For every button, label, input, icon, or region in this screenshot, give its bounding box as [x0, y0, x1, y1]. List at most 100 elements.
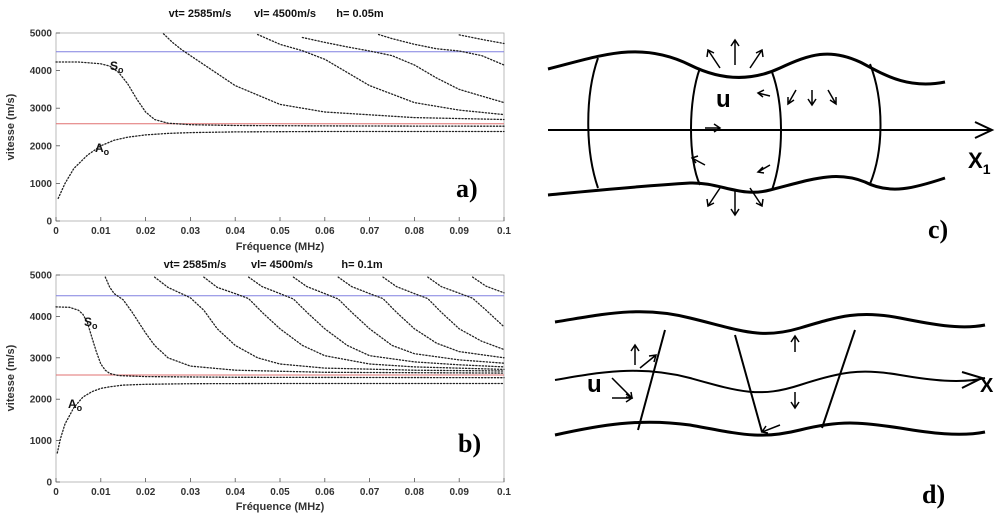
- chart-b-dispersion-curve-2: [104, 276, 505, 374]
- chart-b-panel-label: b): [458, 429, 481, 458]
- chart-b-x-tick-label: 0.04: [225, 487, 245, 498]
- chart-a-ticks: 0 0.01 0.02 0.03 0.04 0.05 0.06 0.07 0.08 0.09 0.1…: [30, 29, 512, 238]
- chart-b-dispersion-curve-6: [292, 276, 505, 364]
- diagram-c-bottom-boundary: [547, 175, 946, 197]
- chart-a-x-tick-label: 0.1: [497, 226, 511, 237]
- chart-b-dispersion-curve-5: [247, 276, 505, 368]
- chart-a-y-tick-label: 0: [46, 217, 52, 228]
- chart-a-y-tick-label: 5000: [30, 29, 53, 40]
- diagram-d-panel-label: d): [922, 480, 945, 509]
- chart-a-dispersion-curve-6: [458, 34, 505, 45]
- chart-b-s0-label: So: [84, 315, 98, 331]
- diagram-c-section-2: [690, 67, 701, 186]
- diagram-c-panel-label: c): [928, 215, 948, 244]
- chart-b-y-tick-label: 5000: [30, 271, 53, 282]
- diagram-c-section-1: [587, 57, 599, 189]
- chart-b-y-tick-label: 1000: [30, 436, 53, 447]
- diagram-d-top-boundary: [554, 310, 986, 335]
- chart-a-x-tick-label: 0.06: [315, 226, 335, 237]
- chart-a-header-vl: vl= 4500m/s: [254, 8, 316, 20]
- chart-b-dispersion-curve-9: [427, 276, 505, 328]
- chart-b-dispersion-curve-0: [56, 382, 505, 454]
- chart-a-x-tick-label: 0.07: [360, 226, 380, 237]
- chart-a-dispersion-curve-5: [377, 33, 505, 66]
- chart-a-y-tick-label: 4000: [30, 66, 53, 77]
- chart-a-y-axis-label: vitesse (m/s): [5, 93, 17, 160]
- chart-b-dispersion-curve-7: [337, 276, 505, 359]
- chart-a-x-tick-label: 0: [53, 226, 59, 237]
- chart-a-dispersion-curve-1: [55, 61, 505, 127]
- diagram-d-displacement-arrows: [611, 334, 800, 434]
- chart-b-dispersion-curve-10: [471, 276, 505, 294]
- chart-b-y-axis-label: vitesse (m/s): [5, 344, 17, 411]
- chart-a-x-tick-label: 0.09: [449, 226, 469, 237]
- chart-b-x-axis-label: Fréquence (MHz): [236, 501, 325, 513]
- chart-b-x-tick-label: 0.08: [405, 487, 425, 498]
- chart-a-x-tick-label: 0.04: [225, 226, 245, 237]
- chart-a-y-tick-label: 2000: [30, 141, 53, 152]
- chart-b: 0 0.01 0.02 0.03 0.04 0.05 0.06 0.07 0.08 0.09 0.1…: [5, 259, 511, 513]
- chart-a-header-vt: vt= 2585m/s: [169, 8, 232, 20]
- diagram-d-middle-curve: [554, 369, 986, 394]
- chart-a-x-tick-label: 0.01: [91, 226, 111, 237]
- chart-a-x-tick-label: 0.02: [136, 226, 156, 237]
- diagram-c-top-boundary: [547, 50, 946, 86]
- diagram-d-section-3: [821, 329, 856, 429]
- diagram-c-section-4: [869, 63, 882, 185]
- chart-a-dispersion-curve-2: [162, 33, 505, 121]
- chart-a-x-axis-label: Fréquence (MHz): [236, 241, 325, 253]
- diagram-c: X1 u c): [547, 38, 995, 244]
- chart-b-header-vt: vt= 2585m/s: [164, 259, 227, 271]
- diagram-d-axis-arrow-icon: [961, 371, 985, 389]
- chart-b-y-tick-label: 0: [46, 478, 52, 489]
- chart-b-dispersion-curve-4: [203, 276, 505, 371]
- chart-a-y-tick-label: 3000: [30, 104, 53, 115]
- chart-b-x-tick-label: 0.07: [360, 487, 380, 498]
- chart-a-s0-label: So: [110, 59, 124, 75]
- diagram-c-displacement-arrows: [690, 38, 837, 217]
- chart-b-dispersion-curve-1: [55, 306, 505, 379]
- chart-b-header-h: h= 0.1m: [341, 259, 382, 271]
- chart-b-series: [55, 276, 505, 454]
- diagram-d: X u d): [554, 310, 994, 509]
- chart-b-x-tick-label: 0.01: [91, 487, 111, 498]
- chart-a-x-tick-label: 0.05: [270, 226, 290, 237]
- chart-b-x-tick-label: 0.03: [181, 487, 201, 498]
- chart-b-y-tick-label: 4000: [30, 312, 53, 323]
- chart-b-x-tick-label: 0.1: [497, 487, 511, 498]
- chart-b-y-tick-label: 3000: [30, 353, 53, 364]
- chart-a-dispersion-curve-4: [301, 36, 505, 104]
- chart-b-x-tick-label: 0.02: [136, 487, 156, 498]
- diagram-d-section-2: [734, 334, 763, 433]
- chart-b-header-vl: vl= 4500m/s: [251, 259, 313, 271]
- chart-a-dispersion-curve-3: [256, 33, 505, 116]
- chart-a-a0-label: Ao: [95, 141, 110, 157]
- diagram-d-section-1: [637, 329, 666, 431]
- chart-a-series: [55, 33, 505, 200]
- chart-b-x-tick-label: 0.06: [315, 487, 335, 498]
- chart-b-x-tick-label: 0.09: [449, 487, 469, 498]
- diagram-c-section-3: [771, 71, 782, 191]
- diagram-d-displacement-label: u: [587, 371, 602, 398]
- diagram-c-axis-label: X1: [968, 148, 991, 177]
- chart-a-y-tick-label: 1000: [30, 179, 53, 190]
- chart-b-a0-label: Ao: [68, 397, 83, 413]
- chart-a-plot-area: [55, 32, 505, 222]
- chart-b-dispersion-curve-8: [382, 276, 505, 351]
- diagram-d-axis-label: X: [980, 375, 994, 397]
- chart-b-dispersion-curve-3: [153, 276, 505, 372]
- chart-a-x-tick-label: 0.03: [181, 226, 201, 237]
- chart-b-x-tick-label: 0.05: [270, 487, 290, 498]
- chart-a-dispersion-curve-0: [57, 130, 505, 200]
- chart-a-panel-label: a): [456, 174, 478, 203]
- chart-a: 0 0.01 0.02 0.03 0.04 0.05 0.06 0.07 0.08 0.09 0.1…: [5, 8, 511, 253]
- chart-b-plot-area: [55, 274, 505, 483]
- chart-b-ticks: 0 0.01 0.02 0.03 0.04 0.05 0.06 0.07 0.08 0.09 0.1…: [30, 271, 512, 499]
- chart-b-y-tick-label: 2000: [30, 395, 53, 406]
- chart-b-x-tick-label: 0: [53, 487, 59, 498]
- chart-a-x-tick-label: 0.08: [405, 226, 425, 237]
- chart-a-header-h: h= 0.05m: [336, 8, 384, 20]
- diagram-c-displacement-label: u: [716, 86, 731, 113]
- diagram-c-axis-arrow-icon: [974, 121, 995, 139]
